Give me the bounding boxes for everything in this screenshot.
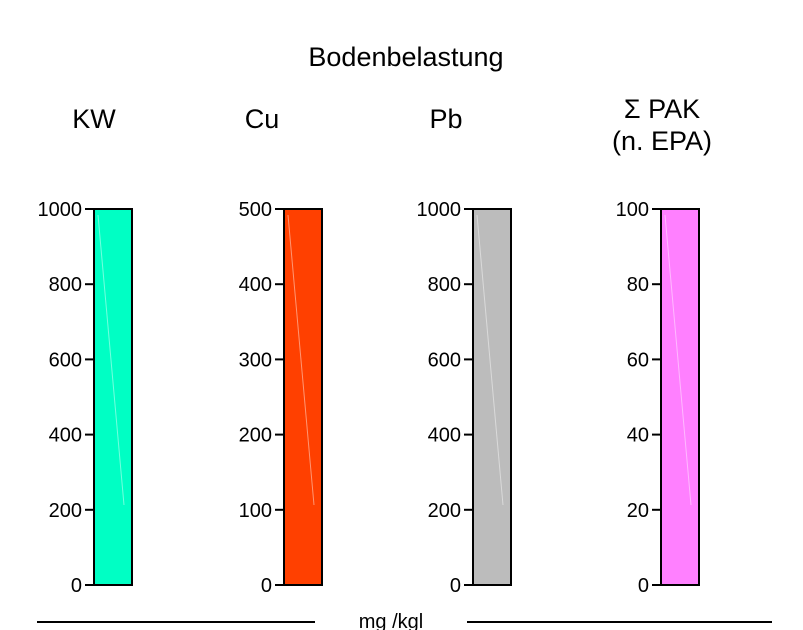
bar-2	[283, 208, 323, 586]
tick-label-2-0: 0	[261, 575, 272, 597]
tick-label-4-0: 0	[638, 575, 649, 597]
bar-highlight-2	[287, 214, 315, 506]
panel-title-2-line-1: Cu	[245, 104, 280, 134]
tick-label-3-200: 200	[428, 500, 461, 522]
tick-label-2-200: 200	[239, 425, 272, 447]
tick-label-3-400: 400	[428, 425, 461, 447]
panel-1: KW 0 200 400 600 800 1000	[38, 104, 133, 597]
panel-title-4-line-1: Σ PAK	[624, 94, 700, 124]
tick-label-3-0: 0	[450, 575, 461, 597]
tick-label-2-100: 100	[239, 500, 272, 522]
tick-label-4-40: 40	[627, 425, 649, 447]
panel-4: Σ PAK(n. EPA) 0 20 40 60 80 100	[612, 94, 712, 597]
panel-2: Cu 0 100 200 300 400 500	[239, 104, 323, 597]
bar-highlight-4	[664, 214, 692, 506]
panel-title-4-line-2: (n. EPA)	[612, 126, 712, 156]
tick-label-1-1000: 1000	[38, 199, 83, 221]
panel-title-1-line-1: KW	[72, 104, 116, 134]
tick-label-2-400: 400	[239, 274, 272, 296]
tick-label-4-60: 60	[627, 349, 649, 371]
tick-label-1-800: 800	[49, 274, 82, 296]
tick-label-1-200: 200	[49, 500, 82, 522]
tick-label-2-500: 500	[239, 199, 272, 221]
tick-label-1-400: 400	[49, 425, 82, 447]
panels: KW02004006008001000Cu0100200300400500Pb0…	[38, 94, 713, 597]
tick-label-1-600: 600	[49, 349, 82, 371]
chart-title: Bodenbelastung	[308, 42, 503, 72]
tick-label-1-0: 0	[71, 575, 82, 597]
bar-highlight-1	[97, 214, 125, 506]
panel-title-3-line-1: Pb	[429, 104, 462, 134]
tick-label-3-800: 800	[428, 274, 461, 296]
tick-label-4-80: 80	[627, 274, 649, 296]
tick-label-4-20: 20	[627, 500, 649, 522]
bar-3	[472, 208, 512, 586]
tick-label-3-600: 600	[428, 349, 461, 371]
panel-3: Pb 0 200 400 600 800 1000	[417, 104, 512, 597]
bar-1	[93, 208, 133, 586]
bar-highlight-3	[476, 214, 504, 506]
unit-label: mg /kgl	[359, 611, 423, 630]
tick-label-3-1000: 1000	[417, 199, 462, 221]
tick-label-4-100: 100	[616, 199, 649, 221]
bar-4	[660, 208, 700, 586]
tick-label-2-300: 300	[239, 349, 272, 371]
